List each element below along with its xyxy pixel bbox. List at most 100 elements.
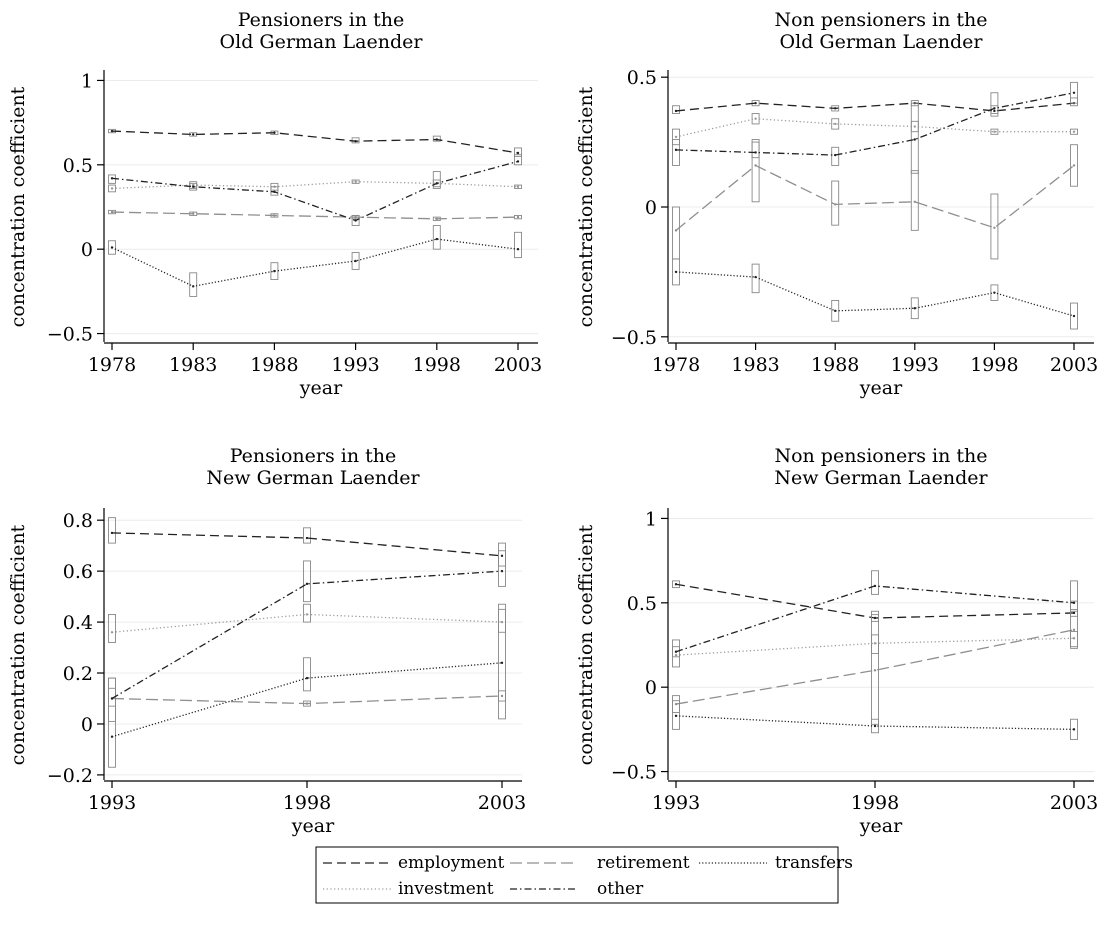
y-axis-label: concentration coefficient [575, 86, 597, 327]
series-transfers [672, 258, 1078, 330]
data-point-other [993, 107, 996, 110]
data-point-other [674, 650, 678, 653]
series-line-transfers [111, 238, 519, 287]
legend-label-investment: investment [398, 879, 494, 899]
data-point-transfers [674, 270, 678, 274]
chart-panel-1: Pensioners in the Old German Laender −0.5 0… [7, 9, 542, 399]
x-tick-label: 2003 [1050, 792, 1098, 814]
ci-box-other [871, 570, 879, 595]
series-other [672, 570, 1078, 658]
chart-title-line: Pensioners in the [230, 445, 397, 467]
data-point-retirement [305, 702, 309, 705]
data-point-employment [273, 131, 276, 134]
ci-box-other [270, 186, 279, 196]
data-point-retirement [1072, 164, 1076, 167]
ci-box-employment [514, 147, 522, 157]
series-retirement [672, 141, 1078, 260]
data-point-investment [354, 180, 357, 183]
ci-box-transfers [108, 677, 116, 768]
data-point-transfers [1072, 728, 1076, 731]
ci-box-transfers [351, 252, 360, 270]
chart-title-line: Non pensioners in the [774, 445, 987, 467]
y-axis-label: concentration coefficient [7, 86, 29, 327]
series-line-retirement [675, 629, 1075, 705]
data-point-investment [1072, 637, 1076, 640]
x-tick-label: 1998 [970, 354, 1018, 376]
ci-box-transfers [751, 263, 760, 294]
legend-label-transfers: transfers [775, 853, 853, 873]
y-tick-label: 0 [81, 239, 93, 261]
series-line-other [111, 570, 503, 700]
ci-box-investment [831, 118, 840, 130]
ci-box-transfers [303, 657, 311, 692]
data-point-transfers [273, 269, 276, 273]
ci-box-employment [303, 527, 311, 544]
ci-box-retirement [1070, 144, 1078, 187]
legend-item-investment: investment [323, 879, 494, 899]
ci-box-investment [303, 603, 311, 623]
ci-box-investment [514, 184, 522, 189]
ci-box-retirement [871, 610, 879, 725]
series-line-employment [675, 102, 1075, 112]
data-point-investment [674, 135, 678, 139]
series-line-transfers [675, 715, 1075, 731]
data-point-retirement [110, 210, 114, 214]
data-point-other [305, 582, 309, 586]
x-tick-label: 1983 [169, 354, 217, 376]
y-axis-label: concentration coefficient [575, 524, 597, 765]
data-point-transfers [354, 259, 357, 263]
legend: employment retirement transfers investment o… [315, 846, 853, 904]
ci-box-retirement [1070, 600, 1078, 649]
ci-box-investment [498, 608, 506, 633]
legend-label-other: other [597, 879, 644, 899]
data-point-employment [516, 151, 520, 155]
data-point-employment [305, 536, 309, 540]
x-tick-label: 1988 [250, 354, 298, 376]
series-retirement [672, 600, 1078, 725]
data-point-investment [192, 183, 195, 187]
ci-box-employment [498, 542, 506, 567]
data-point-transfers [516, 247, 520, 251]
ci-box-other [910, 102, 919, 174]
data-point-investment [110, 631, 114, 634]
data-point-other [273, 190, 276, 194]
series-investment [108, 179, 522, 193]
series-other [108, 154, 522, 227]
y-tick-label: 0.5 [627, 67, 657, 89]
series-retirement [108, 209, 522, 221]
legend-item-retirement: retirement [510, 853, 690, 873]
series-line-employment [111, 130, 519, 154]
ci-box-other [351, 214, 360, 227]
y-tick-label: 1 [645, 508, 657, 530]
data-point-investment [500, 620, 504, 624]
x-axis-label: year [859, 815, 903, 837]
series-investment [672, 631, 1078, 668]
ci-box-transfers [1070, 302, 1078, 330]
data-point-transfers [192, 285, 195, 288]
data-point-transfers [435, 237, 438, 241]
chart-panel-2: Non pensioners in the Old German Laender −… [575, 9, 1098, 399]
x-tick-label: 1978 [88, 354, 136, 376]
data-point-transfers [834, 309, 837, 313]
data-point-retirement [1072, 628, 1076, 632]
ci-box-transfers [432, 225, 441, 250]
data-point-employment [500, 554, 504, 558]
ci-box-employment [108, 517, 116, 544]
data-point-employment [834, 107, 837, 110]
data-point-employment [110, 129, 114, 133]
ci-box-other [751, 139, 760, 159]
y-tick-label: 0 [645, 197, 657, 219]
data-point-employment [435, 138, 438, 141]
x-tick-label: 1988 [811, 354, 859, 376]
series-line-employment [111, 532, 503, 557]
series-line-other [675, 92, 1075, 156]
y-tick-label: −0.5 [611, 762, 657, 784]
series-other [108, 550, 506, 722]
y-tick-label: −0.2 [47, 765, 93, 787]
y-tick-label: −0.5 [47, 324, 93, 346]
ci-box-investment [672, 128, 680, 146]
ci-box-other [990, 92, 999, 117]
x-tick-label: 1993 [891, 354, 939, 376]
data-point-other [110, 177, 114, 180]
chart-title: Non pensioners in the Old German Laender [774, 9, 987, 53]
